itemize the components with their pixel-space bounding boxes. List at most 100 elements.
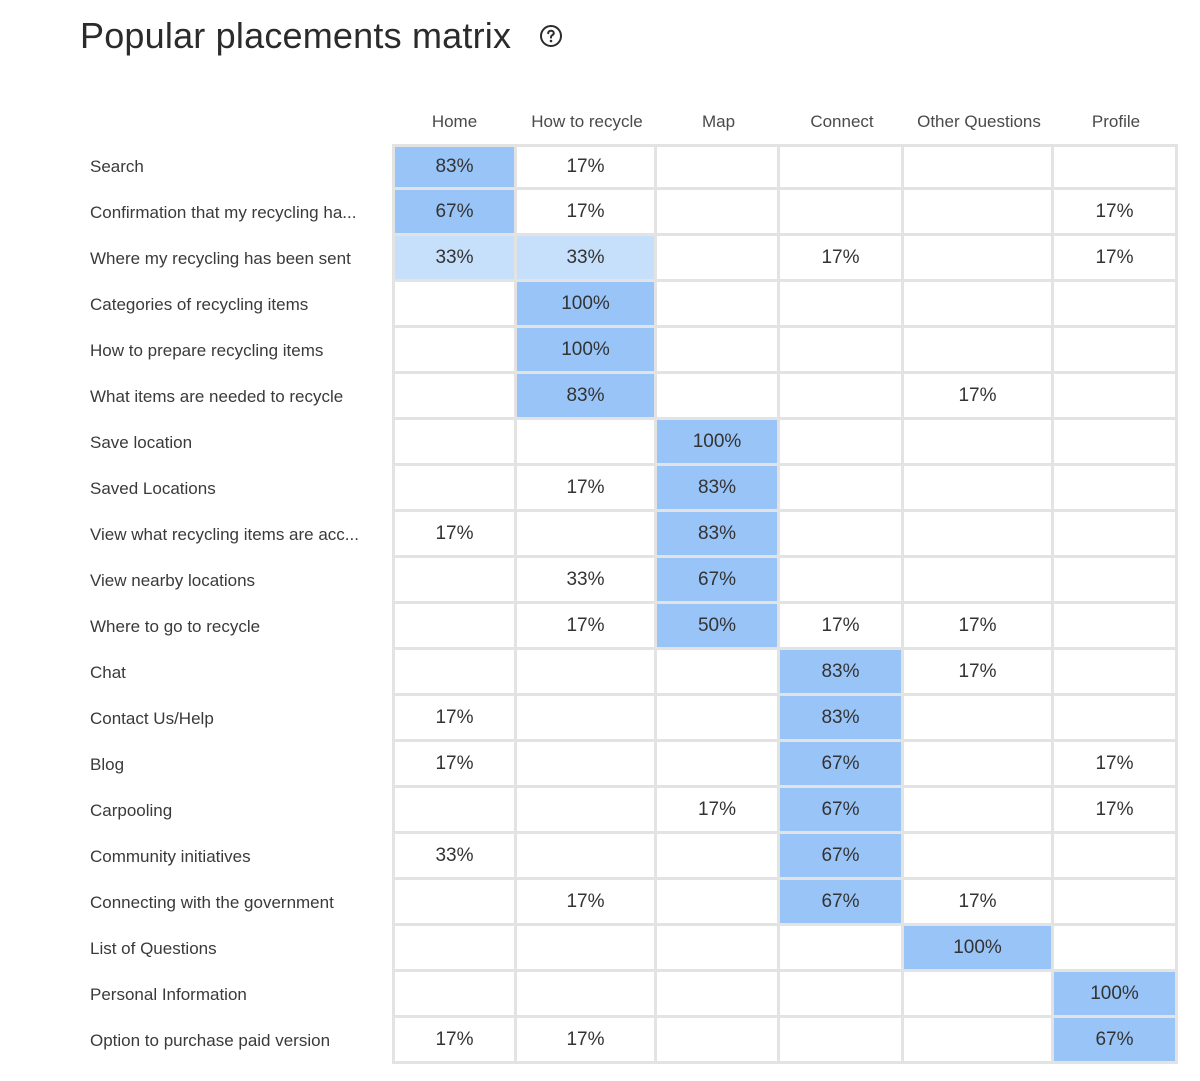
- matrix-cell: 17%: [517, 880, 657, 926]
- matrix-cell: [517, 788, 657, 834]
- matrix-cell: [904, 236, 1054, 282]
- row-label: Categories of recycling items: [90, 295, 309, 314]
- matrix-cell: 17%: [780, 236, 904, 282]
- matrix-cell: [904, 742, 1054, 788]
- matrix-cell: [517, 972, 657, 1018]
- matrix-cell: [392, 420, 517, 466]
- matrix-cell: 33%: [517, 236, 657, 282]
- matrix-cell: 17%: [1054, 236, 1178, 282]
- question-circle-icon[interactable]: [539, 24, 563, 48]
- matrix-cell: [904, 466, 1054, 512]
- matrix-cell: 67%: [780, 834, 904, 880]
- matrix-cell: 17%: [1054, 742, 1178, 788]
- matrix-row: View nearby locations 33% 67%: [80, 558, 1178, 604]
- matrix-cell: [904, 1018, 1054, 1064]
- matrix-cell: [392, 926, 517, 972]
- matrix-cell: 17%: [780, 604, 904, 650]
- column-header: Other Questions: [917, 112, 1041, 131]
- row-label: Chat: [90, 663, 126, 682]
- matrix-row: Saved Locations 17% 83%: [80, 466, 1178, 512]
- matrix-cell: [1054, 880, 1178, 926]
- matrix-cell: 67%: [1054, 1018, 1178, 1064]
- matrix-row: Connecting with the government 17% 67% 17%: [80, 880, 1178, 926]
- matrix-cell: [657, 374, 780, 420]
- row-label: Save location: [90, 433, 193, 452]
- row-label: How to prepare recycling items: [90, 341, 324, 360]
- row-label: Contact Us/Help: [90, 709, 214, 728]
- matrix-cell: [657, 880, 780, 926]
- matrix-cell: [392, 282, 517, 328]
- matrix-cell: [904, 512, 1054, 558]
- matrix-cell: 17%: [1054, 190, 1178, 236]
- matrix-cell: [517, 742, 657, 788]
- matrix-row: Where to go to recycle 17% 50% 17% 17%: [80, 604, 1178, 650]
- matrix-cell: [657, 1018, 780, 1064]
- matrix-cell: [904, 696, 1054, 742]
- matrix-cell: 17%: [657, 788, 780, 834]
- matrix-cell: 83%: [657, 512, 780, 558]
- matrix-cell: 67%: [780, 880, 904, 926]
- matrix-cell: [780, 466, 904, 512]
- matrix-cell: 83%: [780, 696, 904, 742]
- placements-matrix: Home How to recycle Map Connect Other Qu…: [80, 100, 1178, 1064]
- matrix-row: How to prepare recycling items 100%: [80, 328, 1178, 374]
- matrix-cell: [904, 144, 1054, 190]
- matrix-cell: 83%: [657, 466, 780, 512]
- row-label: Connecting with the government: [90, 893, 334, 912]
- matrix-cell: 17%: [392, 1018, 517, 1064]
- matrix-cell: [392, 558, 517, 604]
- matrix-cell: [780, 420, 904, 466]
- column-header: Profile: [1091, 112, 1141, 131]
- matrix-cell: [657, 742, 780, 788]
- row-label: List of Questions: [90, 939, 217, 958]
- matrix-cell: [1054, 696, 1178, 742]
- matrix-cell: [392, 374, 517, 420]
- matrix-cell: [1054, 466, 1178, 512]
- row-label: View what recycling items are acc...: [90, 525, 359, 544]
- matrix-cell: 17%: [392, 512, 517, 558]
- matrix-cell: 17%: [392, 696, 517, 742]
- row-label: Personal Information: [90, 985, 247, 1004]
- column-header: Home: [431, 112, 478, 131]
- matrix-row: Confirmation that my recycling ha... 67% 1…: [80, 190, 1178, 236]
- header-corner: [80, 100, 392, 144]
- matrix-cell: 17%: [517, 190, 657, 236]
- matrix-cell: 17%: [904, 374, 1054, 420]
- matrix-cell: [1054, 650, 1178, 696]
- matrix-cell: [657, 236, 780, 282]
- matrix-cell: [904, 788, 1054, 834]
- matrix-cell: 17%: [517, 144, 657, 190]
- matrix-row: Community initiatives 33% 67%: [80, 834, 1178, 880]
- row-label: Carpooling: [90, 801, 173, 820]
- matrix-cell: 83%: [517, 374, 657, 420]
- matrix-cell: [780, 926, 904, 972]
- matrix-cell: 67%: [657, 558, 780, 604]
- matrix-table: Home How to recycle Map Connect Other Qu…: [80, 100, 1178, 1064]
- matrix-cell: [1054, 558, 1178, 604]
- matrix-cell: 67%: [780, 742, 904, 788]
- matrix-cell: [392, 604, 517, 650]
- matrix-row: Categories of recycling items 100%: [80, 282, 1178, 328]
- matrix-row: Carpooling 17% 67% 17%: [80, 788, 1178, 834]
- matrix-cell: 100%: [1054, 972, 1178, 1018]
- matrix-cell: [517, 834, 657, 880]
- matrix-cell: [780, 282, 904, 328]
- row-label: Confirmation that my recycling ha...: [90, 203, 357, 222]
- matrix-cell: [517, 696, 657, 742]
- matrix-cell: 67%: [780, 788, 904, 834]
- matrix-cell: [657, 190, 780, 236]
- matrix-cell: 67%: [392, 190, 517, 236]
- row-label: Option to purchase paid version: [90, 1031, 331, 1050]
- matrix-row: View what recycling items are acc... 17% 8…: [80, 512, 1178, 558]
- matrix-cell: [780, 144, 904, 190]
- matrix-cell: 17%: [904, 650, 1054, 696]
- matrix-cell: [657, 650, 780, 696]
- matrix-row: List of Questions 100%: [80, 926, 1178, 972]
- matrix-cell: 17%: [392, 742, 517, 788]
- matrix-cell: [657, 696, 780, 742]
- matrix-cell: [904, 420, 1054, 466]
- column-header: Map: [701, 112, 736, 131]
- matrix-cell: [780, 1018, 904, 1064]
- matrix-cell: [392, 328, 517, 374]
- matrix-cell: [392, 788, 517, 834]
